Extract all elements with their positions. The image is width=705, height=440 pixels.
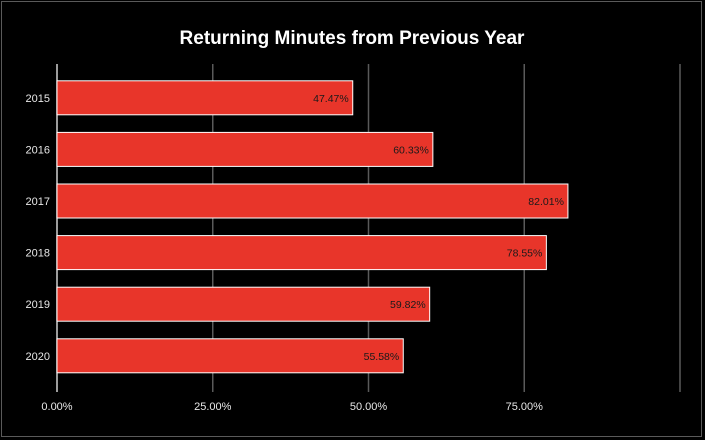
y-tick-label: 2017	[26, 196, 50, 208]
y-tick-label: 2020	[26, 351, 50, 363]
data-label: 60.33%	[393, 144, 429, 156]
y-tick-label: 2019	[26, 299, 50, 311]
grid-layer	[56, 64, 681, 392]
chart-title: Returning Minutes from Previous Year	[180, 28, 526, 49]
bar	[56, 131, 434, 167]
y-tick-label: 2015	[26, 93, 50, 105]
x-tick-label: 0.00%	[41, 401, 72, 413]
y-tick-label: 2018	[26, 248, 50, 260]
bar	[56, 183, 569, 219]
label-layer: 0.00% 25.00% 50.00% 75.00% 2015 47.47% 2016 60.…	[26, 93, 564, 413]
bar-layer	[56, 80, 569, 374]
y-tick-label: 2016	[26, 144, 50, 156]
x-tick-label: 75.00%	[506, 401, 544, 413]
data-label: 82.01%	[528, 196, 564, 208]
data-label: 55.58%	[364, 351, 400, 363]
bar	[56, 80, 354, 116]
data-label: 59.82%	[390, 299, 426, 311]
x-tick-label: 25.00%	[194, 401, 232, 413]
bar	[56, 235, 547, 271]
data-label: 78.55%	[507, 248, 543, 260]
data-label: 47.47%	[313, 93, 349, 105]
x-tick-label: 50.00%	[350, 401, 388, 413]
bar	[56, 286, 431, 322]
bar	[56, 338, 404, 374]
